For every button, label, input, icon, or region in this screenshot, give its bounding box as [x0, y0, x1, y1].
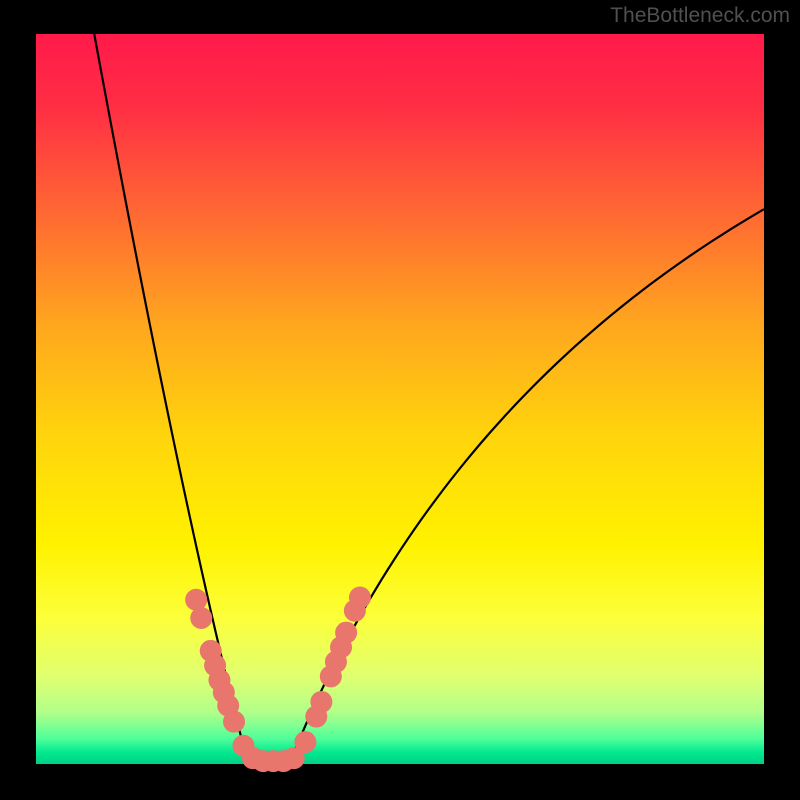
watermark-text: TheBottleneck.com — [610, 4, 790, 28]
data-marker — [335, 622, 357, 644]
data-marker — [310, 691, 332, 713]
data-marker — [294, 731, 316, 753]
data-marker — [349, 587, 371, 609]
data-marker — [190, 607, 212, 629]
data-marker — [223, 711, 245, 733]
gradient-background — [36, 34, 764, 764]
bottleneck-chart — [0, 0, 800, 800]
